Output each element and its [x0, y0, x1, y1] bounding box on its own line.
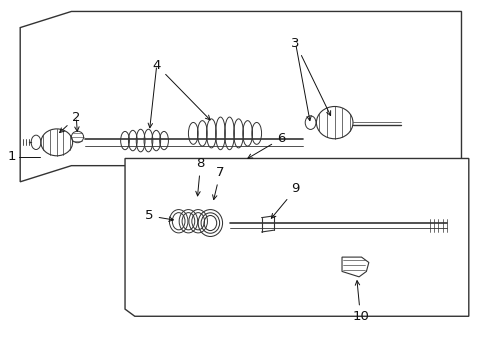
Ellipse shape [316, 107, 352, 139]
Text: 1: 1 [7, 150, 16, 163]
Text: 9: 9 [271, 183, 299, 218]
Text: 8: 8 [195, 157, 204, 196]
Text: 2: 2 [60, 111, 81, 132]
Text: 5: 5 [145, 210, 173, 222]
Polygon shape [20, 12, 461, 182]
Ellipse shape [305, 116, 315, 130]
Text: 6: 6 [247, 132, 285, 158]
Text: 7: 7 [212, 166, 224, 199]
Text: 4: 4 [152, 59, 210, 120]
Polygon shape [125, 158, 468, 316]
Text: 3: 3 [291, 37, 330, 116]
Text: 10: 10 [351, 281, 368, 324]
